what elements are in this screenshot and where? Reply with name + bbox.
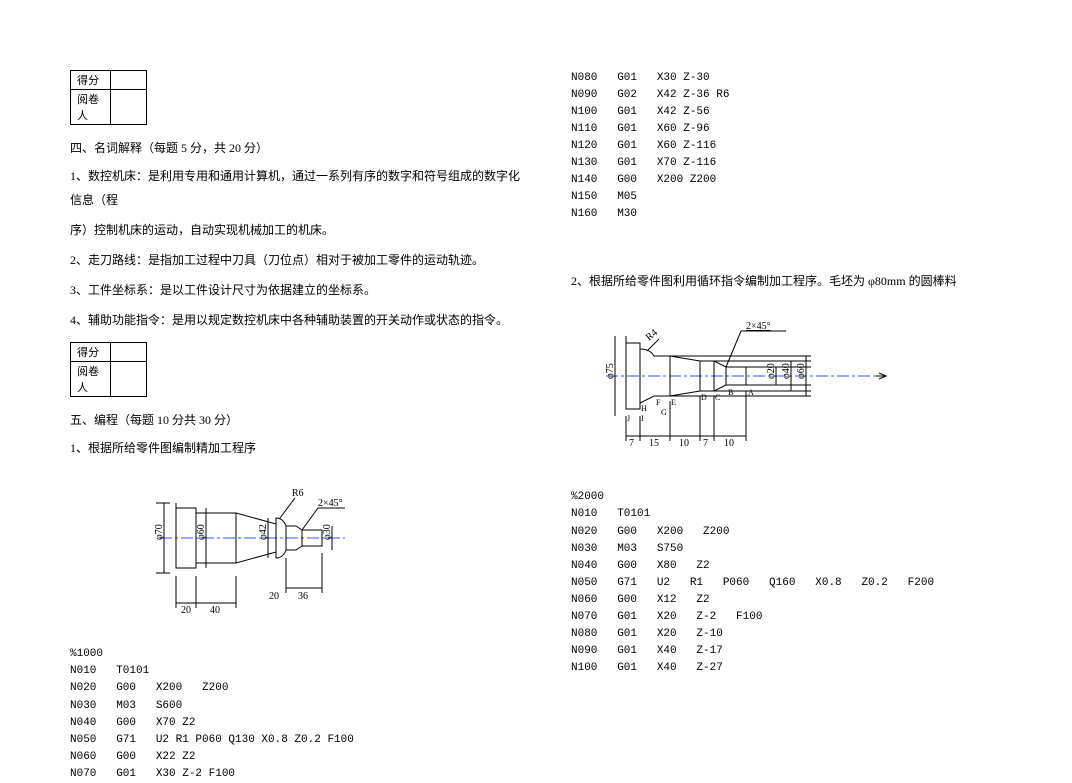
chamfer-2-label: 2×45° [746,321,771,332]
score-table-2: 得分 阅卷人 [70,342,147,397]
section-4-title: 四、名词解释（每题 5 分，共 20 分） [70,139,521,158]
question-2: 2、根据所给零件图利用循环指令编制加工程序。毛坯为 φ80mm 的圆棒料 [571,269,1022,293]
pt-F: F [656,398,661,407]
phi-40-label: φ40 [781,364,792,380]
dim2-7b: 7 [703,438,708,449]
pt-I: I [641,414,644,423]
phi-30-label: φ30 [322,525,333,541]
pt-C: C [715,393,720,402]
def-2: 2、走刀路线：是指加工过程中刀具（刀位点）相对于被加工零件的运动轨迹。 [70,248,521,272]
dim-40: 40 [210,605,220,616]
pt-D: D [701,393,707,402]
pt-E: E [671,398,676,407]
pt-J: J [627,414,630,423]
def-3: 3、工件坐标系：是以工件设计尺寸为依据建立的坐标系。 [70,278,521,302]
left-column: 得分 阅卷人 四、名词解释（每题 5 分，共 20 分） 1、数控机床：是利用专… [70,70,551,783]
dim2-7a: 7 [629,438,634,449]
grader-label: 阅卷人 [71,90,111,125]
dim-20b: 20 [269,591,279,602]
nc-code-1-cont: N080 G01 X30 Z-30 N090 G02 X42 Z-36 R6 N… [571,70,1022,223]
phi-60-label: φ60 [796,364,807,380]
dim2-10a: 10 [679,438,689,449]
phi-42-label: φ42 [258,525,269,541]
pt-H: H [641,404,647,413]
phi-70-label: φ70 [154,525,165,541]
def-1a: 1、数控机床：是利用专用和通用计算机，通过一系列有序的数字和符号组成的数字化信息… [70,164,521,212]
dim2-10b: 10 [724,438,734,449]
pt-A: A [748,388,754,397]
dim2-15: 15 [649,438,659,449]
r6-label: R6 [292,488,304,499]
right-column: N080 G01 X30 Z-30 N090 G02 X42 Z-36 R6 N… [551,70,1022,783]
dim-36: 36 [298,591,308,602]
question-1: 1、根据所给零件图编制精加工程序 [70,436,521,460]
nc-code-1: %1000 N010 T0101 N020 G00 X200 Z200 N030… [70,646,521,782]
part-diagram-2: φ75 φ20 φ40 φ60 R4 2×45° 7 15 10 7 10 A … [571,301,891,481]
part-diagram-1: φ70 φ60 φ42 φ30 R6 2×45° 20 40 20 36 [70,468,350,638]
chamfer-1-label: 2×45° [318,498,343,509]
def-4: 4、辅助功能指令：是用以规定数控机床中各种辅助装置的开关动作或状态的指令。 [70,308,521,332]
score-table-1: 得分 阅卷人 [70,70,147,125]
pt-B: B [728,388,733,397]
phi-20-label: φ20 [766,364,777,380]
def-1b: 序）控制机床的运动，自动实现机械加工的机床。 [70,218,521,242]
score-label: 得分 [71,71,111,90]
phi-60-label: φ60 [196,525,207,541]
section-5-title: 五、编程（每题 10 分共 30 分） [70,411,521,430]
pt-G: G [661,408,667,417]
nc-code-2: %2000 N010 T0101 N020 G00 X200 Z200 N030… [571,489,1022,677]
phi-75-label: φ75 [605,364,616,380]
dim-20a: 20 [181,605,191,616]
